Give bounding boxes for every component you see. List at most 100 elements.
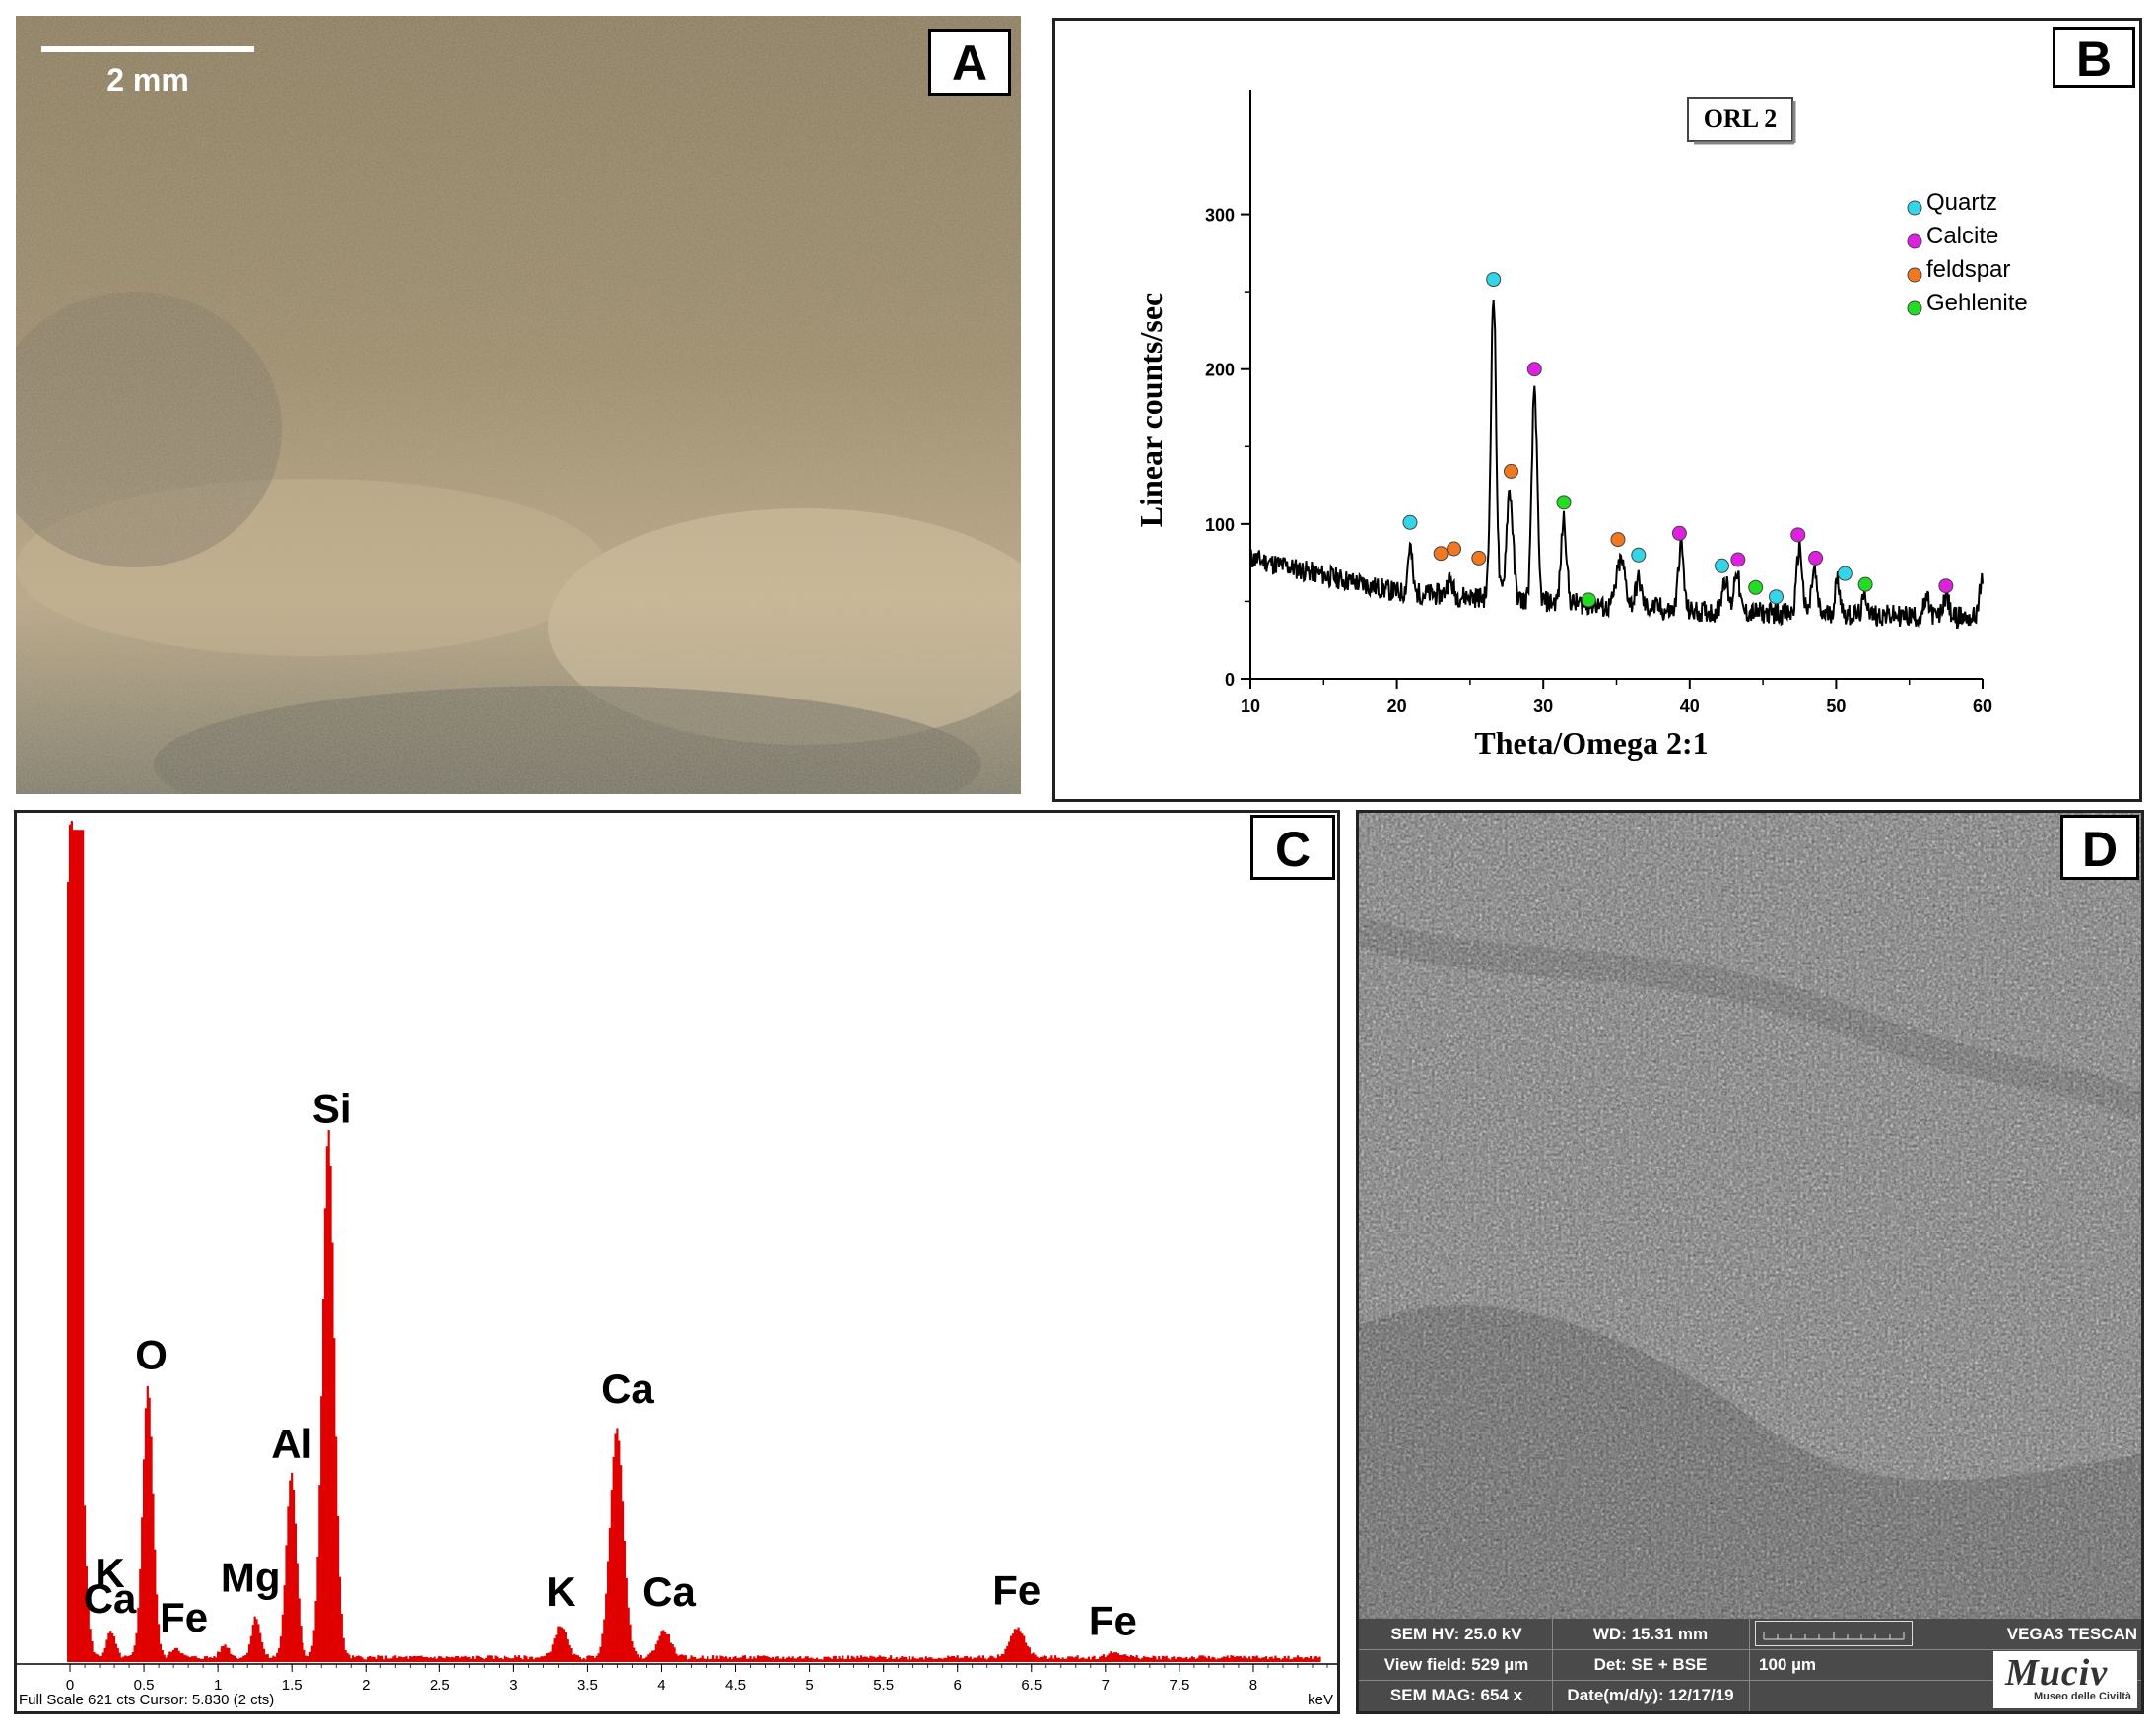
spectrum-bar xyxy=(375,1658,378,1662)
spectrum-bar xyxy=(500,1657,503,1662)
spectrum-bar xyxy=(797,1657,800,1662)
spectrum-bar xyxy=(471,1656,475,1662)
spectrum-bar xyxy=(137,1607,140,1662)
spectrum-bar xyxy=(756,1655,760,1662)
spectrum-bar xyxy=(416,1655,419,1662)
spectrum-bar xyxy=(255,1619,258,1662)
spectrum-bar xyxy=(1249,1659,1253,1662)
spectrum-bar xyxy=(131,1652,134,1662)
phase-marker-feldspar xyxy=(1447,541,1462,557)
spectrum-bar xyxy=(87,1603,90,1662)
spectrum-bar xyxy=(782,1656,785,1662)
spectrum-bar xyxy=(846,1655,850,1662)
spectrum-bar xyxy=(1251,1655,1254,1662)
spectrum-bar xyxy=(1043,1655,1045,1662)
spectrum-bar xyxy=(815,1657,819,1662)
sem-info-bar: SEM HV: 25.0 kV WD: 15.31 mm VEGA3 TESCA… xyxy=(1359,1619,2141,1711)
spectrum-bar xyxy=(566,1639,569,1662)
spectrum-bar xyxy=(850,1655,853,1662)
spectrum-bar xyxy=(510,1658,513,1662)
spectrum-bar xyxy=(723,1657,726,1662)
spectrum-bar xyxy=(960,1657,963,1662)
spectrum-bar xyxy=(353,1657,357,1662)
spectrum-bar xyxy=(697,1658,701,1662)
spectrum-bar xyxy=(253,1616,256,1662)
x-axis-title: Theta/Omega 2:1 xyxy=(1474,725,1708,761)
spectrum-bar xyxy=(707,1656,709,1662)
spectrum-bar xyxy=(207,1657,210,1662)
spectrum-bar xyxy=(638,1657,641,1662)
spectrum-bar xyxy=(901,1656,904,1662)
spectrum-bar xyxy=(926,1657,929,1662)
spectrum-x-tick-label: 2.5 xyxy=(430,1677,450,1694)
spectrum-bar xyxy=(825,1656,828,1662)
spectrum-bar xyxy=(616,1428,619,1662)
spectrum-bar xyxy=(373,1656,376,1662)
x-tick-label: 20 xyxy=(1387,697,1407,716)
spectrum-bar xyxy=(515,1656,519,1662)
spectrum-bar xyxy=(1038,1657,1041,1662)
spectrum-bar xyxy=(521,1659,524,1662)
spectrum-bar xyxy=(89,1629,92,1662)
spectrum-bar xyxy=(460,1656,463,1662)
spectrum-bar xyxy=(519,1658,522,1662)
spectrum-bar xyxy=(268,1657,271,1662)
spectrum-bar xyxy=(277,1647,281,1662)
spectrum-bar xyxy=(154,1549,157,1662)
spectrum-bar xyxy=(310,1645,313,1662)
spectrum-bar xyxy=(1217,1658,1220,1662)
spectrum-bar xyxy=(612,1456,615,1662)
spectrum-bar xyxy=(112,1636,116,1662)
spectrum-bar xyxy=(1311,1659,1314,1662)
spectrum-bar xyxy=(1165,1655,1168,1662)
spectrum-bar xyxy=(591,1655,595,1662)
spectrum-bar xyxy=(514,1655,517,1662)
spectrum-bar xyxy=(732,1656,735,1662)
spectrum-bar xyxy=(840,1658,842,1662)
spectrum-bar xyxy=(1190,1656,1194,1662)
spectrum-bar xyxy=(576,1655,580,1662)
spectrum-bar xyxy=(1084,1658,1087,1662)
spectrum-bar xyxy=(728,1656,731,1662)
spectrum-bar xyxy=(355,1655,358,1662)
spectrum-bar xyxy=(806,1656,809,1662)
spectrum-bar xyxy=(473,1658,477,1662)
spectrum-bar xyxy=(1152,1655,1155,1662)
spectrum-bar xyxy=(998,1656,1001,1662)
spectrum-bar xyxy=(895,1656,898,1662)
spectrum-bar xyxy=(791,1656,794,1662)
y-tick-label: 300 xyxy=(1205,206,1235,226)
spectrum-bar xyxy=(681,1654,684,1662)
spectrum-bar xyxy=(713,1658,716,1662)
element-label: Fe xyxy=(160,1594,208,1640)
spectrum-bar xyxy=(819,1659,822,1662)
spectrum-bar xyxy=(1245,1657,1247,1662)
spectrum-bar xyxy=(784,1658,787,1662)
spectrum-bar xyxy=(336,1515,340,1662)
spectrum-bar xyxy=(715,1655,718,1662)
phase-marker-feldspar xyxy=(1610,532,1626,548)
spectrum-bar xyxy=(412,1655,416,1662)
spectrum-bar xyxy=(346,1652,349,1662)
spectrum-bar xyxy=(570,1648,573,1662)
spectrum-bar xyxy=(240,1657,243,1662)
spectrum-bar xyxy=(1266,1659,1270,1662)
spectrum-bar xyxy=(996,1654,1000,1662)
spectrum-bar xyxy=(1104,1657,1107,1662)
spectrum-bar xyxy=(1257,1657,1260,1662)
spectrum-bar xyxy=(281,1614,284,1662)
spectrum-bar xyxy=(993,1657,996,1662)
spectrum-bar xyxy=(1239,1655,1242,1662)
y-axis-title: Linear counts/sec xyxy=(1133,293,1169,528)
spectrum-bar xyxy=(1008,1641,1011,1662)
spectrum-bar xyxy=(810,1657,813,1662)
spectrum-x-tick-label: 3 xyxy=(509,1677,517,1694)
spectrum-bar xyxy=(171,1649,175,1662)
spectrum-bar xyxy=(599,1646,602,1662)
spectrum-bar xyxy=(1176,1657,1179,1662)
spectrum-bar xyxy=(124,1655,127,1662)
spectrum-bar xyxy=(175,1647,178,1662)
spectrum-bar xyxy=(675,1653,678,1662)
spectrum-bar xyxy=(1087,1656,1090,1662)
spectrum-bar xyxy=(876,1656,880,1662)
